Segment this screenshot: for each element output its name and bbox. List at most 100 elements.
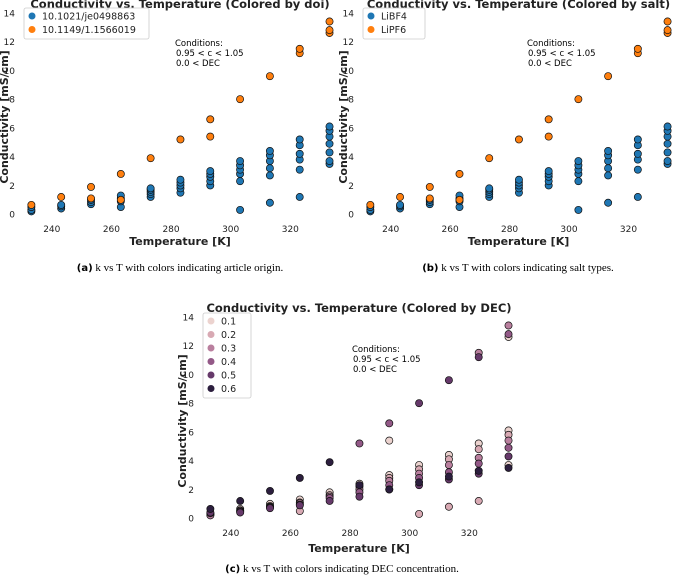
chart-title: Conductivity vs. Temperature (Colored by… <box>206 301 511 315</box>
data-point <box>325 139 334 148</box>
y-tick-label: 6 <box>9 124 15 134</box>
legend-marker <box>367 26 375 33</box>
legend-label: 0.1 <box>221 317 236 328</box>
y-tick-label: 6 <box>188 428 194 438</box>
y-tick-label: 10 <box>343 67 355 77</box>
data-point <box>265 72 274 81</box>
caption-text: k vs T with colors indicating salt types… <box>439 262 615 274</box>
x-axis-label: Temperature [K] <box>129 235 231 248</box>
conditions-annotation: Conditions: <box>175 39 223 49</box>
y-tick-label: 4 <box>188 457 194 467</box>
data-point <box>355 492 364 501</box>
data-point <box>514 135 523 144</box>
legend-marker <box>367 12 375 20</box>
data-point <box>474 497 483 505</box>
data-point <box>474 353 483 362</box>
data-point <box>355 439 364 448</box>
legend-label: 0.2 <box>221 330 236 341</box>
legend-label: 0.4 <box>221 357 236 368</box>
data-point <box>236 157 245 165</box>
legend-marker <box>28 12 36 20</box>
data-point <box>544 167 553 176</box>
data-point <box>87 194 95 203</box>
data-point <box>633 165 642 174</box>
data-point <box>633 149 642 158</box>
data-point <box>485 184 494 193</box>
conditions-annotation: Conditions: <box>527 39 575 49</box>
x-tick-label: 260 <box>103 225 120 235</box>
legend-label: LiBF4 <box>381 12 407 23</box>
legend-marker <box>28 26 36 33</box>
data-point <box>57 193 66 201</box>
data-point <box>444 472 453 481</box>
data-point <box>504 436 513 445</box>
x-tick-label: 240 <box>382 225 399 235</box>
data-point <box>396 200 405 209</box>
data-point <box>325 26 334 35</box>
data-point <box>116 195 125 204</box>
data-point <box>355 481 364 490</box>
data-point <box>663 148 672 157</box>
data-point <box>415 478 424 487</box>
data-point <box>266 504 274 513</box>
data-point <box>295 149 304 158</box>
x-tick-label: 280 <box>501 225 518 235</box>
chart-title: Conductivity vs. Temperature (Colored by… <box>367 0 670 11</box>
data-point <box>663 139 672 148</box>
data-point <box>425 194 434 203</box>
data-point <box>396 193 405 201</box>
chart-title: Conductivity vs. Temperature (Colored by… <box>30 0 329 11</box>
y-tick-label: 12 <box>4 38 15 48</box>
y-axis-label: Conductivity [mS/cm] <box>0 50 11 183</box>
data-point <box>425 182 434 191</box>
data-point <box>474 466 483 475</box>
x-tick-label: 240 <box>43 225 60 235</box>
x-axis-label: Temperature [K] <box>308 542 410 555</box>
legend-label: 10.1149/1.1566019 <box>42 25 136 36</box>
y-tick-label: 14 <box>343 9 355 19</box>
data-point <box>176 135 185 144</box>
data-point <box>266 486 274 495</box>
data-point <box>265 164 274 173</box>
conditions-annotation: 0.95 < c < 1.05 <box>176 49 244 59</box>
chart-panel-1: Conductivity vs. Temperature (Colored by… <box>0 0 334 274</box>
caption-text: k vs T with colors indicating DEC concen… <box>240 563 459 575</box>
data-point <box>236 508 245 517</box>
conditions-annotation: 0.0 < DEC <box>353 365 397 375</box>
data-point <box>236 497 245 505</box>
y-tick-label: 8 <box>348 96 354 106</box>
legend-box <box>202 312 252 399</box>
data-point <box>87 182 95 191</box>
data-point <box>325 157 334 165</box>
data-point <box>604 147 613 155</box>
x-tick-label: 320 <box>282 225 299 235</box>
legend-label: 0.5 <box>221 371 236 382</box>
conditions-annotation: 0.95 < c < 1.05 <box>353 355 421 365</box>
x-tick-label: 300 <box>401 529 418 539</box>
legend-label: LiPF6 <box>381 25 406 36</box>
y-tick-label: 8 <box>188 400 194 410</box>
y-tick-label: 10 <box>183 371 195 381</box>
data-point <box>236 205 245 214</box>
x-tick-label: 300 <box>222 225 239 235</box>
data-point <box>57 200 66 209</box>
x-tick-label: 280 <box>341 529 358 539</box>
data-point <box>265 198 274 207</box>
data-point <box>574 205 583 214</box>
data-point <box>504 321 513 330</box>
y-tick-label: 2 <box>188 486 194 496</box>
chart-panel-3: Conductivity vs. Temperature (Colored by… <box>176 301 513 575</box>
x-tick-label: 260 <box>442 225 459 235</box>
conditions-annotation: 0.0 < DEC <box>176 59 220 69</box>
data-point <box>206 504 215 513</box>
legend-label: 0.3 <box>221 344 236 355</box>
data-point <box>663 17 672 26</box>
y-axis-label: Conductivity [mS/cm] <box>176 354 189 487</box>
conditions-annotation: Conditions: <box>352 345 400 355</box>
data-point <box>444 502 453 511</box>
x-tick-label: 280 <box>162 225 179 235</box>
data-point <box>295 193 304 201</box>
figure-caption: (c) k vs T with colors indicating DEC co… <box>225 563 459 575</box>
legend-box <box>23 7 150 40</box>
data-point <box>415 509 424 518</box>
